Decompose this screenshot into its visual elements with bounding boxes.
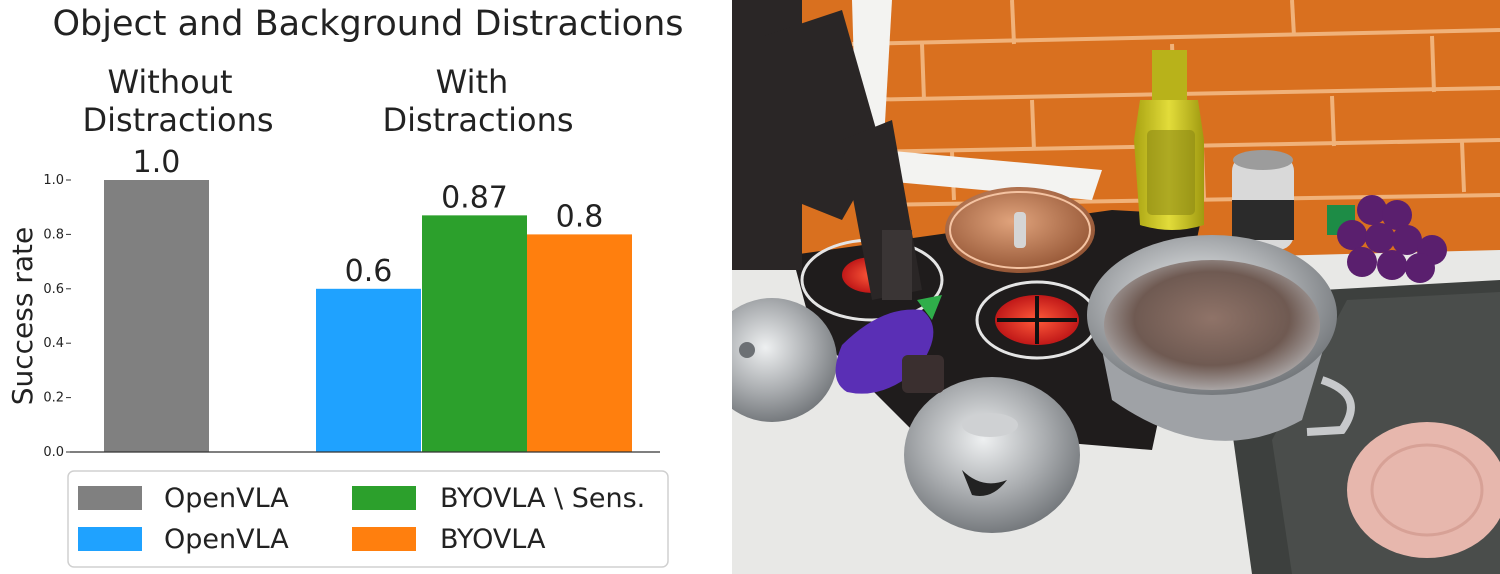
y-tick-label: 1.0 xyxy=(43,173,64,188)
legend-swatch-openvla-gray xyxy=(78,486,142,510)
group-label-with-line-1: With xyxy=(436,63,509,101)
bar-value-label-2: 0.87 xyxy=(441,180,508,215)
legend-frame xyxy=(67,470,669,568)
bar-2 xyxy=(422,215,527,452)
bar-3 xyxy=(527,234,632,452)
bar-group xyxy=(104,180,632,452)
y-tick-label: 0.6 xyxy=(43,282,64,297)
legend-label-openvla-blue: OpenVLA xyxy=(164,524,289,555)
y-tick-label: 0.0 xyxy=(43,445,64,460)
legend-swatch-byovla-sens xyxy=(352,486,416,510)
steel-lid-front xyxy=(904,377,1080,533)
y-tick-label: 0.4 xyxy=(43,336,64,351)
robot-arm xyxy=(732,0,922,300)
y-tick-label: 0.8 xyxy=(43,227,64,242)
group-label-without-line-2: Distractions xyxy=(82,101,273,139)
pink-plate xyxy=(1347,422,1500,558)
legend-label-openvla-gray: OpenVLA xyxy=(164,483,289,514)
bar-value-label-0: 1.0 xyxy=(133,145,181,180)
legend: OpenVLA BYOVLA \ Sens. OpenVLA BYOVLA xyxy=(67,470,669,568)
bar-value-label-1: 0.6 xyxy=(345,254,393,289)
legend-swatch-byovla xyxy=(352,527,416,551)
steel-lid-left xyxy=(732,298,837,422)
bar-value-label-3: 0.8 xyxy=(556,199,604,234)
chart: Object and Background Distractions Witho… xyxy=(6,4,684,568)
bar-1 xyxy=(316,288,421,452)
robot-kitchen-photo xyxy=(732,0,1500,574)
pepper-shaker xyxy=(1232,150,1294,250)
legend-label-byovla: BYOVLA xyxy=(440,524,546,555)
group-label-without-line-1: Without xyxy=(107,63,232,101)
legend-swatch-openvla-blue xyxy=(78,527,142,551)
bar-0 xyxy=(104,180,209,452)
toy-eggplant xyxy=(835,295,944,394)
chart-title: Object and Background Distractions xyxy=(52,4,683,44)
bar-value-labels: 1.0 0.6 0.87 0.8 xyxy=(133,145,604,289)
y-tick-label: 0.2 xyxy=(43,391,64,406)
steel-pot xyxy=(1087,235,1355,441)
y-axis: 0.0 0.2 0.4 0.6 0.8 1.0 xyxy=(43,173,71,460)
y-axis-label: Success rate xyxy=(6,227,39,406)
group-label-with-line-2: Distractions xyxy=(382,101,573,139)
legend-label-byovla-sens: BYOVLA \ Sens. xyxy=(440,483,645,514)
copper-lid xyxy=(945,187,1095,273)
olive-oil-bottle xyxy=(1134,50,1204,230)
toy-grapes xyxy=(1327,195,1447,283)
